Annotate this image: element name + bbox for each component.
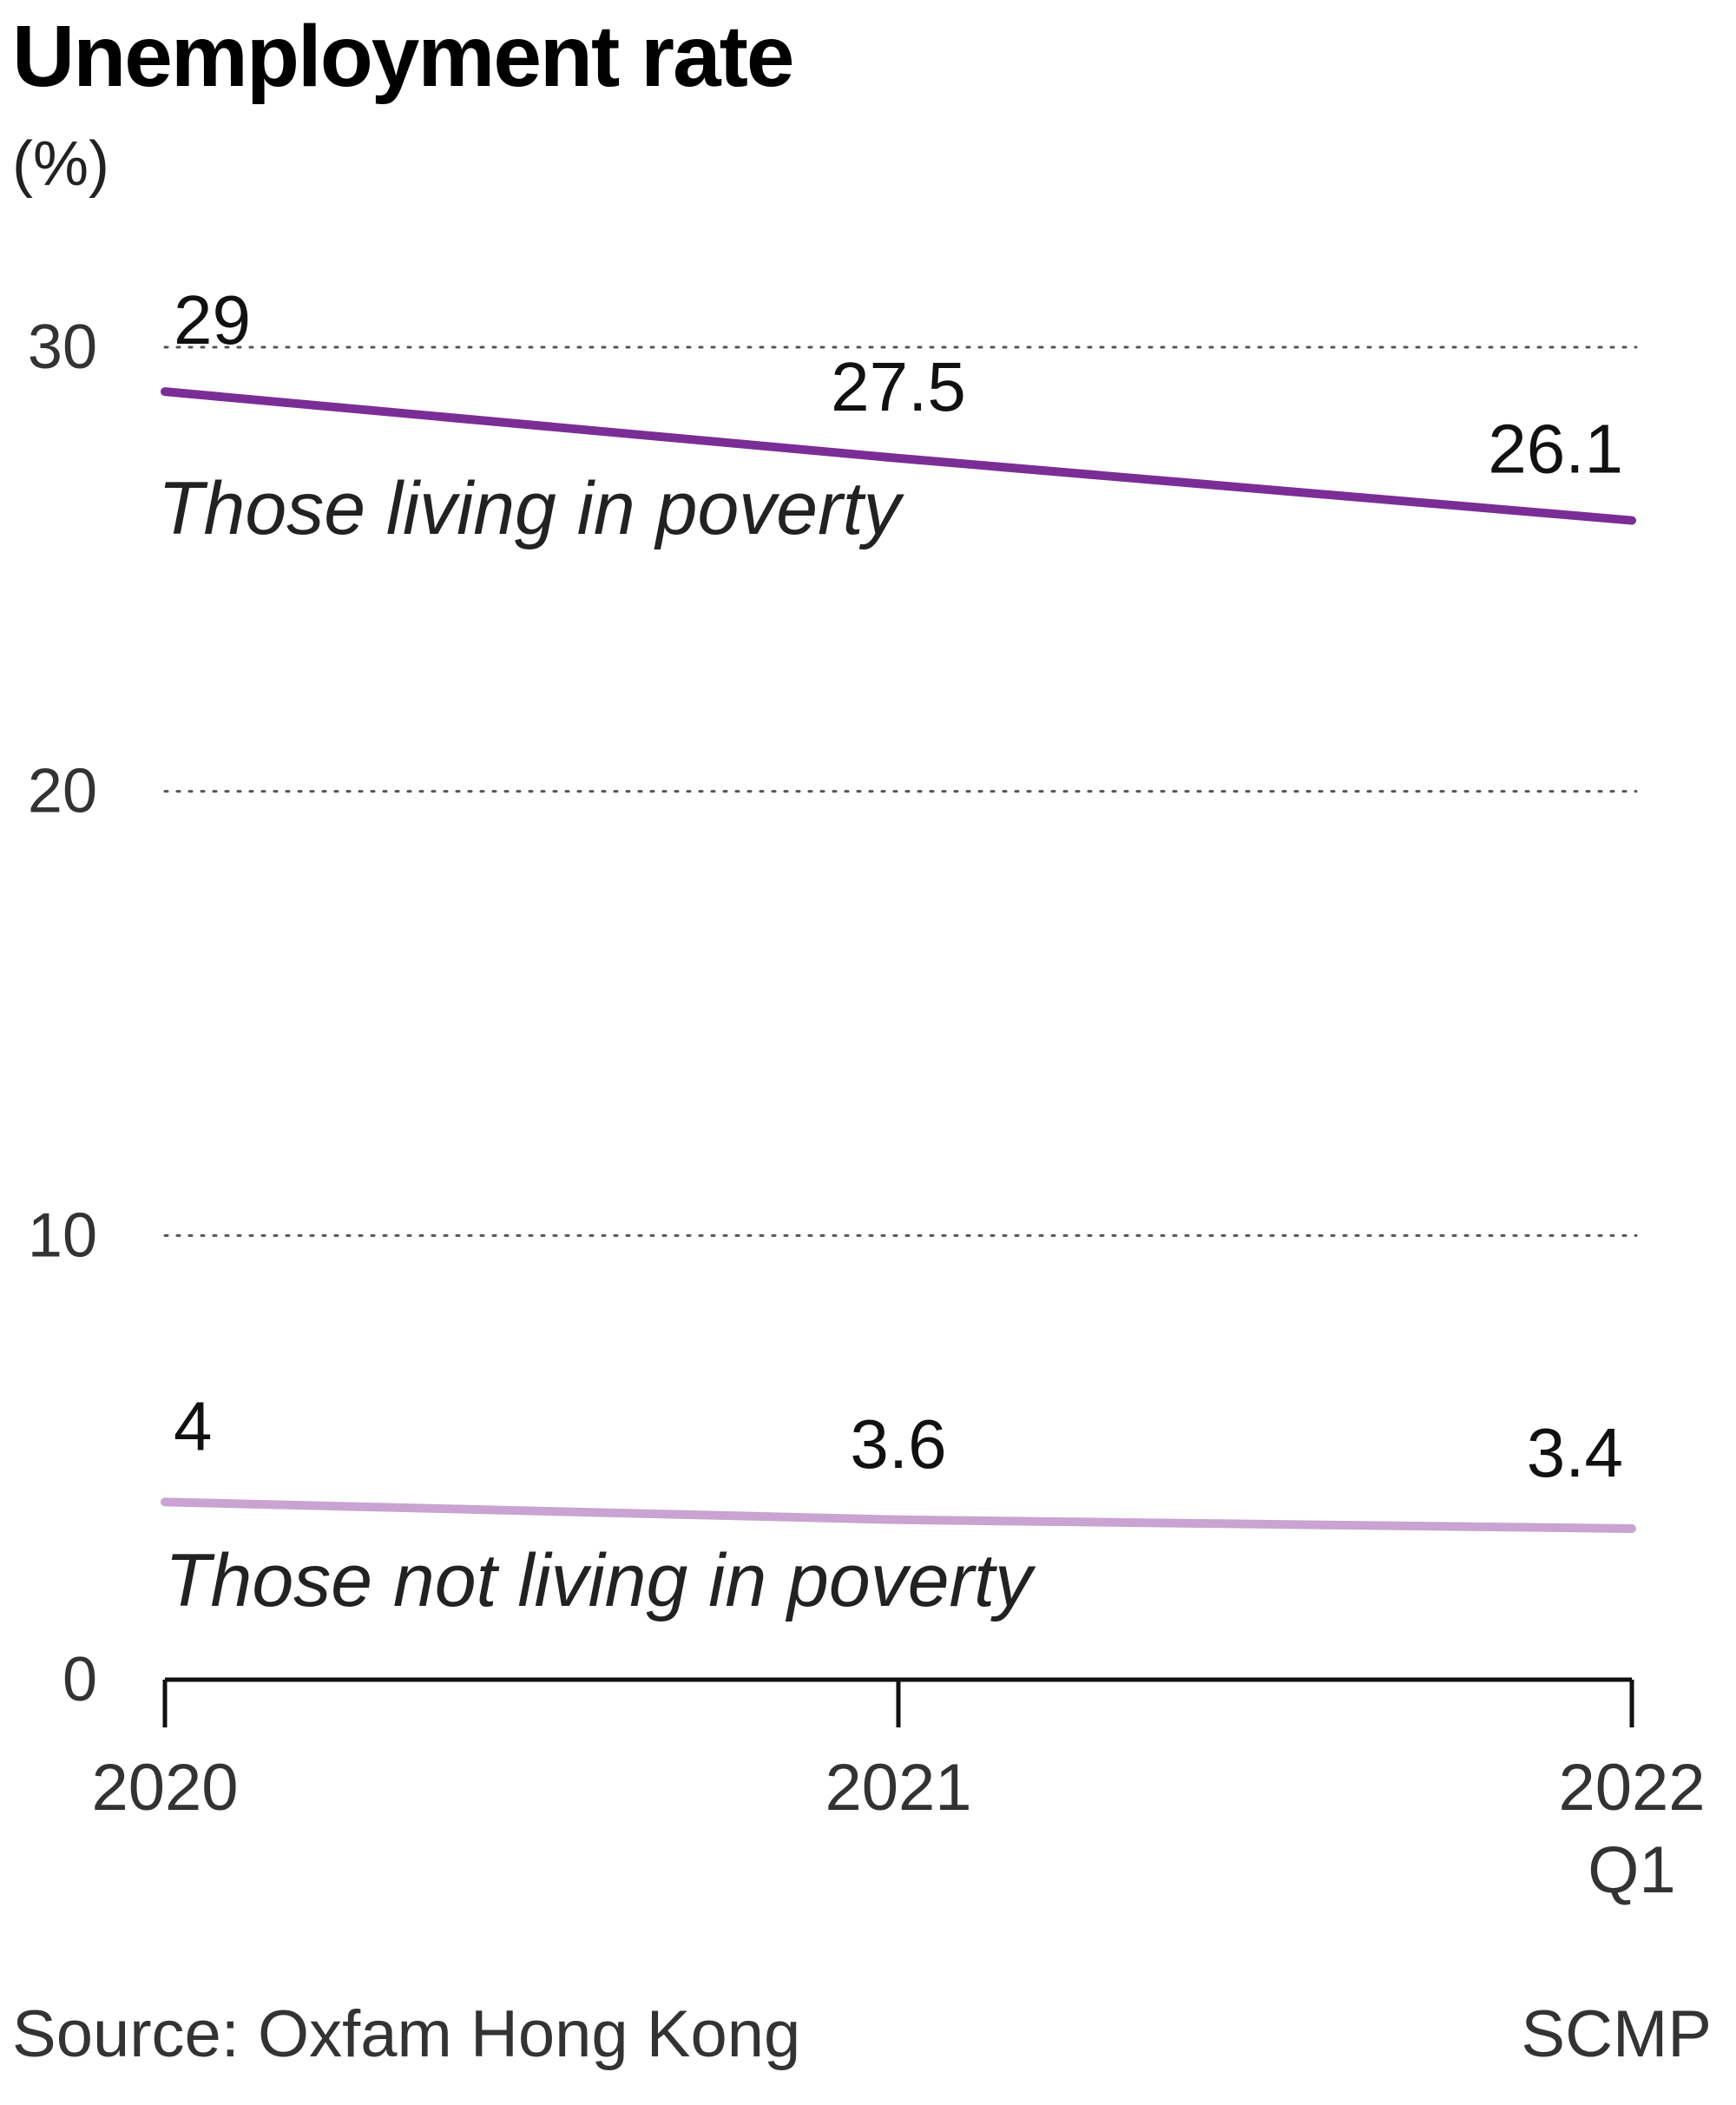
y-tick-label: 10 [28, 1201, 97, 1270]
y-tick-label: 0 [62, 1645, 97, 1714]
data-label: 29 [174, 281, 251, 359]
series-name-label: Those living in poverty [158, 467, 905, 550]
y-tick-label: 30 [28, 312, 97, 382]
data-label: 3.6 [850, 1405, 946, 1483]
data-labels: 29 27.5 26.1 Those living in poverty 4 3.6 3.4… [158, 281, 1623, 1622]
data-label: 3.4 [1527, 1414, 1623, 1491]
unit-label: (%) [12, 129, 109, 199]
gridlines [163, 345, 1638, 1237]
x-axis: 2020 2021 2022 Q1 [91, 1677, 1706, 1907]
x-tick-label: 2020 [91, 1751, 238, 1825]
x-tick-label: 2021 [825, 1751, 971, 1825]
x-tick-label: Q1 [1588, 1833, 1675, 1907]
source-note: Source: Oxfam Hong Kong [12, 1997, 801, 2071]
data-label: 26.1 [1488, 411, 1623, 488]
series-line [161, 387, 1636, 525]
series-lines [161, 387, 1636, 1534]
x-tick-label: 2022 [1558, 1751, 1705, 1825]
data-label: 4 [174, 1387, 213, 1464]
chart-title: Unemployment rate [12, 8, 795, 105]
data-label: 27.5 [831, 348, 966, 425]
series-name-label: Those not living in poverty [165, 1539, 1036, 1622]
publisher-credit: SCMP [1521, 1997, 1712, 2071]
y-tick-label: 20 [28, 757, 97, 826]
y-axis: 0 10 20 30 [28, 312, 97, 1714]
series-line [161, 1497, 1636, 1534]
